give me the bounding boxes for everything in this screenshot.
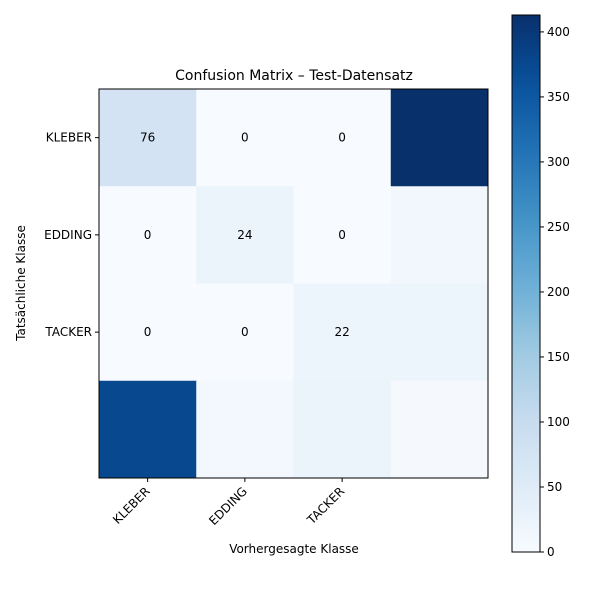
- x-tick-label: TACKER: [304, 484, 348, 528]
- heatmap-cell: [390, 380, 489, 479]
- x-axis-ticks: KLEBER EDDING TACKER: [110, 478, 347, 528]
- colorbar-gradient: [512, 15, 540, 552]
- cell-value-label: 0: [144, 228, 152, 242]
- colorbar-tick-label: 400: [547, 25, 570, 39]
- heatmap-cell: [99, 89, 197, 187]
- heatmap-cell: [390, 186, 489, 284]
- heatmap-cell: [99, 186, 197, 284]
- cell-value-label: 0: [338, 228, 346, 242]
- cell-value-label: 0: [144, 325, 152, 339]
- heatmap-cell: [196, 89, 294, 187]
- plot-frame: [98, 88, 489, 479]
- heatmap-cell: [293, 283, 392, 382]
- heatmap-cell: [390, 89, 489, 187]
- y-axis-label: Tatsächliche Klasse: [14, 225, 28, 342]
- y-tick-label: TACKER: [44, 325, 92, 339]
- colorbar: 0 50 100 150 200 250 300 350 400: [511, 14, 570, 559]
- heatmap-cell: [99, 380, 197, 479]
- colorbar-tick-label: 250: [547, 220, 570, 234]
- heatmap-cell: [293, 380, 392, 479]
- cell-value-label: 24: [237, 228, 252, 242]
- colorbar-tick-label: 100: [547, 415, 570, 429]
- heatmap-cells: [99, 89, 489, 479]
- heatmap-cell-labels: 76 0 0 0 24 0 0 0 22: [140, 131, 350, 340]
- heatmap-cell: [196, 283, 294, 382]
- heatmap-cell: [99, 283, 197, 382]
- cell-value-label: 0: [241, 325, 249, 339]
- y-axis-ticks: KLEBER EDDING TACKER: [44, 131, 99, 339]
- colorbar-tick-label: 200: [547, 285, 570, 299]
- colorbar-tick-label: 0: [547, 545, 555, 559]
- x-tick-label: KLEBER: [110, 484, 153, 527]
- chart-title: Confusion Matrix – Test-Datensatz: [175, 68, 413, 84]
- heatmap-cell: [196, 380, 294, 479]
- heatmap-cell: [390, 283, 489, 382]
- x-axis-label: Vorhergesagte Klasse: [229, 542, 359, 556]
- heatmap-cell: [293, 89, 392, 187]
- x-tick-label: EDDING: [206, 484, 250, 528]
- colorbar-tick-label: 50: [547, 480, 562, 494]
- colorbar-frame: [511, 14, 541, 553]
- cell-value-label: 0: [338, 131, 346, 145]
- y-tick-label: EDDING: [44, 228, 92, 242]
- heatmap-cell: [293, 186, 392, 284]
- heatmap-cell: [196, 186, 294, 284]
- cell-value-label: 76: [140, 131, 155, 145]
- colorbar-tick-label: 300: [547, 155, 570, 169]
- cell-value-label: 22: [334, 325, 349, 339]
- cell-value-label: 0: [241, 131, 249, 145]
- y-tick-label: KLEBER: [46, 131, 92, 145]
- colorbar-tick-label: 350: [547, 90, 570, 104]
- colorbar-tick-label: 150: [547, 350, 570, 364]
